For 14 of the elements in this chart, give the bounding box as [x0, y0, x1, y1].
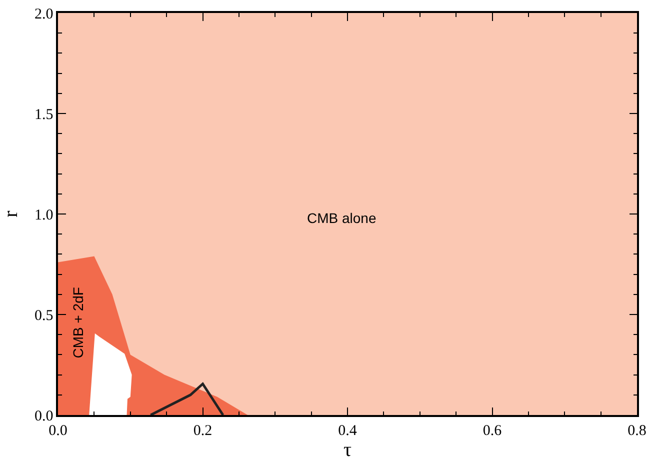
x-axis-title: τ	[343, 438, 352, 461]
x-tick-label: 0.6	[482, 422, 502, 439]
y-tick-label: 0.5	[34, 308, 54, 324]
y-tick-label: 1.0	[34, 207, 54, 224]
y-axis-title: r	[0, 210, 22, 218]
y-tick-label: 2.0	[34, 6, 54, 22]
y-tick-label: 0.0	[34, 408, 54, 424]
x-tick-label: 0.4	[338, 422, 358, 439]
y-tick-label: 1.5	[34, 106, 54, 123]
x-tick-label: 0.8	[628, 422, 646, 439]
annotation: CMB alone	[307, 210, 376, 226]
annotation: CMB + 2dF	[70, 287, 86, 358]
x-tick-label: 0.0	[48, 422, 68, 439]
x-tick-label: 0.2	[193, 422, 212, 439]
